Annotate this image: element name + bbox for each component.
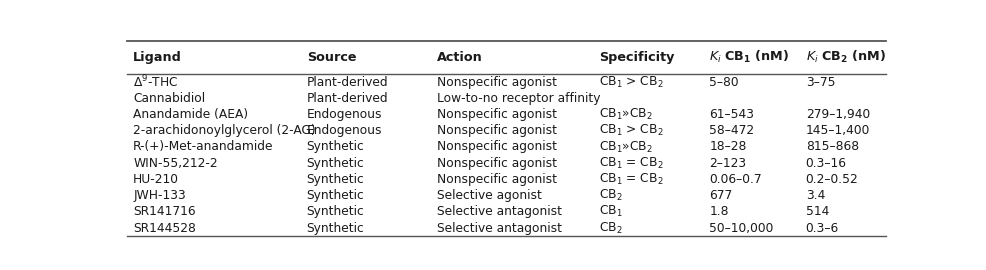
Text: 514: 514 — [806, 205, 829, 218]
Text: 61–543: 61–543 — [709, 108, 754, 121]
Text: CB$_1$: CB$_1$ — [599, 204, 623, 219]
Text: 50–10,000: 50–10,000 — [709, 221, 774, 235]
Text: Anandamide (AEA): Anandamide (AEA) — [133, 108, 248, 121]
Text: Specificity: Specificity — [599, 51, 674, 64]
Text: Plant-derived: Plant-derived — [307, 76, 388, 89]
Text: CB$_2$: CB$_2$ — [599, 221, 623, 236]
Text: Synthetic: Synthetic — [307, 157, 365, 170]
Text: Cannabidiol: Cannabidiol — [133, 92, 205, 105]
Text: 677: 677 — [709, 189, 733, 202]
Text: 3–75: 3–75 — [806, 76, 835, 89]
Text: CB$_2$: CB$_2$ — [599, 188, 623, 203]
Text: 0.3–16: 0.3–16 — [806, 157, 847, 170]
Text: 815–868: 815–868 — [806, 140, 859, 153]
Text: 58–472: 58–472 — [709, 124, 754, 137]
Text: CB$_1$ > CB$_2$: CB$_1$ > CB$_2$ — [599, 123, 664, 138]
Text: 0.2–0.52: 0.2–0.52 — [806, 173, 859, 186]
Text: Source: Source — [307, 51, 356, 64]
Text: Endogenous: Endogenous — [307, 108, 383, 121]
Text: $\Delta^9$-THC: $\Delta^9$-THC — [133, 74, 178, 90]
Text: Endogenous: Endogenous — [307, 124, 383, 137]
Text: 3.4: 3.4 — [806, 189, 825, 202]
Text: 0.3–6: 0.3–6 — [806, 221, 839, 235]
Text: Selective agonist: Selective agonist — [437, 189, 541, 202]
Text: Nonspecific agonist: Nonspecific agonist — [437, 140, 556, 153]
Text: Nonspecific agonist: Nonspecific agonist — [437, 76, 556, 89]
Text: 0.06–0.7: 0.06–0.7 — [709, 173, 762, 186]
Text: $\mathit{K}_i$ $\bf{CB_2}$ (nM): $\mathit{K}_i$ $\bf{CB_2}$ (nM) — [806, 49, 885, 65]
Text: 2–123: 2–123 — [709, 157, 746, 170]
Text: WIN-55,212-2: WIN-55,212-2 — [133, 157, 218, 170]
Text: Selective antagonist: Selective antagonist — [437, 221, 562, 235]
Text: Nonspecific agonist: Nonspecific agonist — [437, 124, 556, 137]
Text: Ligand: Ligand — [133, 51, 182, 64]
Text: 18–28: 18–28 — [709, 140, 746, 153]
Text: CB$_1$ = CB$_2$: CB$_1$ = CB$_2$ — [599, 172, 664, 187]
Text: Synthetic: Synthetic — [307, 221, 365, 235]
Text: 145–1,400: 145–1,400 — [806, 124, 870, 137]
Text: Low-to-no receptor affinity: Low-to-no receptor affinity — [437, 92, 600, 105]
Text: CB$_1$»CB$_2$: CB$_1$»CB$_2$ — [599, 139, 654, 154]
Text: SR144528: SR144528 — [133, 221, 196, 235]
Text: 1.8: 1.8 — [709, 205, 729, 218]
Text: HU-210: HU-210 — [133, 173, 179, 186]
Text: Synthetic: Synthetic — [307, 205, 365, 218]
Text: Synthetic: Synthetic — [307, 140, 365, 153]
Text: Action: Action — [437, 51, 482, 64]
Text: Nonspecific agonist: Nonspecific agonist — [437, 173, 556, 186]
Text: Plant-derived: Plant-derived — [307, 92, 388, 105]
Text: Nonspecific agonist: Nonspecific agonist — [437, 157, 556, 170]
Text: CB$_1$ > CB$_2$: CB$_1$ > CB$_2$ — [599, 75, 664, 90]
Text: CB$_1$»CB$_2$: CB$_1$»CB$_2$ — [599, 107, 654, 122]
Text: Synthetic: Synthetic — [307, 189, 365, 202]
Text: 279–1,940: 279–1,940 — [806, 108, 870, 121]
Text: Nonspecific agonist: Nonspecific agonist — [437, 108, 556, 121]
Text: CB$_1$ = CB$_2$: CB$_1$ = CB$_2$ — [599, 156, 664, 171]
Text: R-(+)-Met-anandamide: R-(+)-Met-anandamide — [133, 140, 274, 153]
Text: $\mathit{K}_i$ $\bf{CB_1}$ (nM): $\mathit{K}_i$ $\bf{CB_1}$ (nM) — [709, 49, 790, 65]
Text: Synthetic: Synthetic — [307, 173, 365, 186]
Text: 2-arachidonoylglycerol (2-AG): 2-arachidonoylglycerol (2-AG) — [133, 124, 316, 137]
Text: Selective antagonist: Selective antagonist — [437, 205, 562, 218]
Text: SR141716: SR141716 — [133, 205, 196, 218]
Text: JWH-133: JWH-133 — [133, 189, 186, 202]
Text: 5–80: 5–80 — [709, 76, 739, 89]
